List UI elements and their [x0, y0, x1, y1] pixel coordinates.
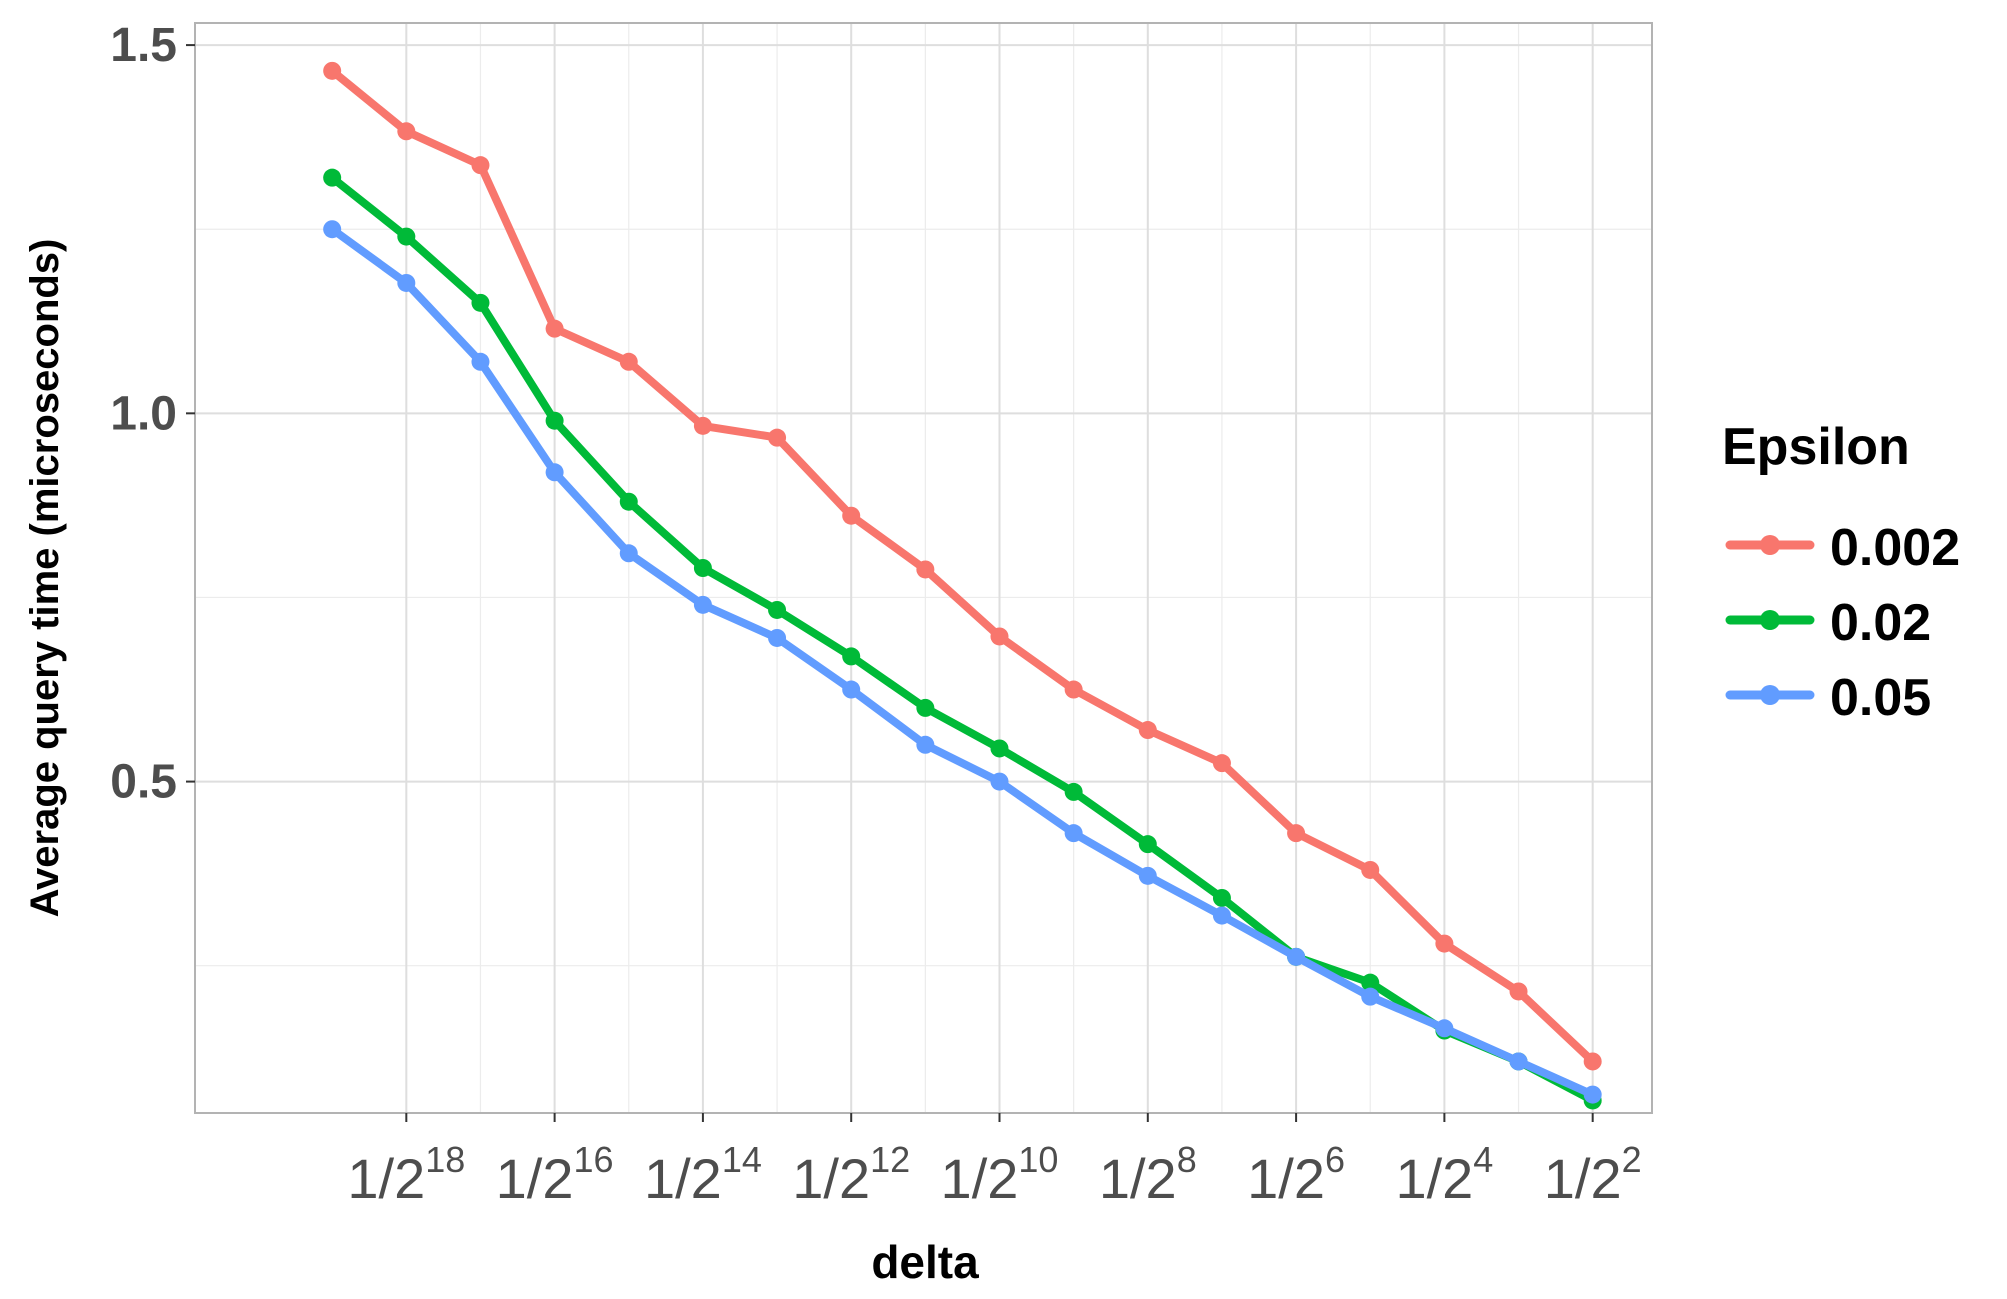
data-point [1287, 947, 1306, 966]
series-line [328, 66, 1597, 1066]
data-point [545, 411, 564, 430]
y-tick-label: 0.5 [110, 756, 177, 809]
data-point [842, 680, 861, 699]
data-point [397, 273, 416, 292]
data-point [768, 600, 787, 619]
x-tick-label: 1/26 [1247, 1139, 1345, 1210]
data-point [916, 735, 935, 754]
data-point [1064, 782, 1083, 801]
data-point [693, 595, 712, 614]
data-point [619, 492, 638, 511]
data-point [323, 220, 342, 239]
data-point [1212, 888, 1231, 907]
legend-title: Epsilon [1722, 418, 1910, 476]
data-point [1361, 973, 1380, 992]
y-tick-label: 1.0 [110, 387, 177, 440]
legend-label: 0.02 [1830, 594, 1931, 652]
data-point [768, 628, 787, 647]
data-point [397, 122, 416, 141]
legend-key-point [1760, 535, 1780, 555]
data-point [1212, 906, 1231, 925]
legend: Epsilon 0.002 0.02 0.05 [1722, 418, 1960, 727]
data-point [323, 61, 342, 80]
data-point [1509, 982, 1528, 1001]
data-point [545, 319, 564, 338]
x-tick-label: 1/216 [496, 1139, 614, 1210]
data-point [397, 227, 416, 246]
data-point [1435, 934, 1454, 953]
data-point [471, 156, 490, 175]
data-point [990, 739, 1009, 758]
data-point [1583, 1085, 1602, 1104]
x-tick-label: 1/22 [1544, 1139, 1642, 1210]
data-point [619, 544, 638, 563]
x-axis-title: delta [871, 1236, 979, 1288]
x-tick-label: 1/214 [644, 1139, 762, 1210]
data-point [990, 772, 1009, 791]
x-tick-label: 1/210 [941, 1139, 1059, 1210]
series-0.05 [323, 220, 1602, 1104]
data-point [1138, 835, 1157, 854]
data-point [1361, 987, 1380, 1006]
data-point [916, 560, 935, 579]
legend-key-point [1760, 685, 1780, 705]
data-point [323, 168, 342, 187]
legend-item: 0.002 [1725, 519, 1960, 577]
x-axis-ticks: 1/218 1/216 1/214 1/212 1/210 1/28 1/26 1/24 1/2… [347, 1113, 1642, 1210]
data-point [842, 506, 861, 525]
data-point [1287, 824, 1306, 843]
data-point [693, 559, 712, 577]
x-tick-label: 1/218 [347, 1139, 465, 1210]
data-point [545, 463, 564, 482]
data-point [1212, 754, 1231, 773]
data-point [1509, 1052, 1528, 1071]
legend-key-point [1760, 610, 1780, 630]
y-tick-label: 1.5 [110, 19, 177, 72]
data-point [619, 352, 638, 371]
legend-item: 0.02 [1725, 594, 1931, 652]
series-line [328, 225, 1597, 1099]
data-point [1064, 680, 1083, 699]
y-axis-title: Average query time (microseconds) [23, 239, 67, 918]
data-point [471, 352, 490, 371]
legend-label: 0.002 [1830, 519, 1960, 577]
series-0.02 [323, 168, 1602, 1110]
x-tick-label: 1/28 [1099, 1139, 1197, 1210]
data-point [471, 293, 490, 312]
series-0.002 [323, 61, 1602, 1071]
data-point [990, 627, 1009, 646]
y-axis-ticks: 0.5 1.0 1.5 [110, 19, 195, 809]
data-point [842, 647, 861, 666]
data-point [1361, 860, 1380, 879]
data-point [1138, 721, 1157, 740]
legend-item: 0.05 [1725, 669, 1931, 727]
data-point [1435, 1019, 1454, 1038]
data-point [916, 698, 935, 717]
data-point [693, 416, 712, 435]
data-point [1583, 1052, 1602, 1071]
legend-label: 0.05 [1830, 669, 1931, 727]
data-point [768, 428, 787, 447]
x-tick-label: 1/212 [792, 1139, 910, 1210]
series-layer [323, 61, 1602, 1110]
plot-panel-border [194, 22, 1653, 1114]
x-tick-label: 1/24 [1395, 1139, 1493, 1210]
series-line [328, 173, 1597, 1105]
minor-gridlines [195, 23, 1652, 1113]
data-point [1138, 866, 1157, 885]
data-point [1064, 824, 1083, 843]
